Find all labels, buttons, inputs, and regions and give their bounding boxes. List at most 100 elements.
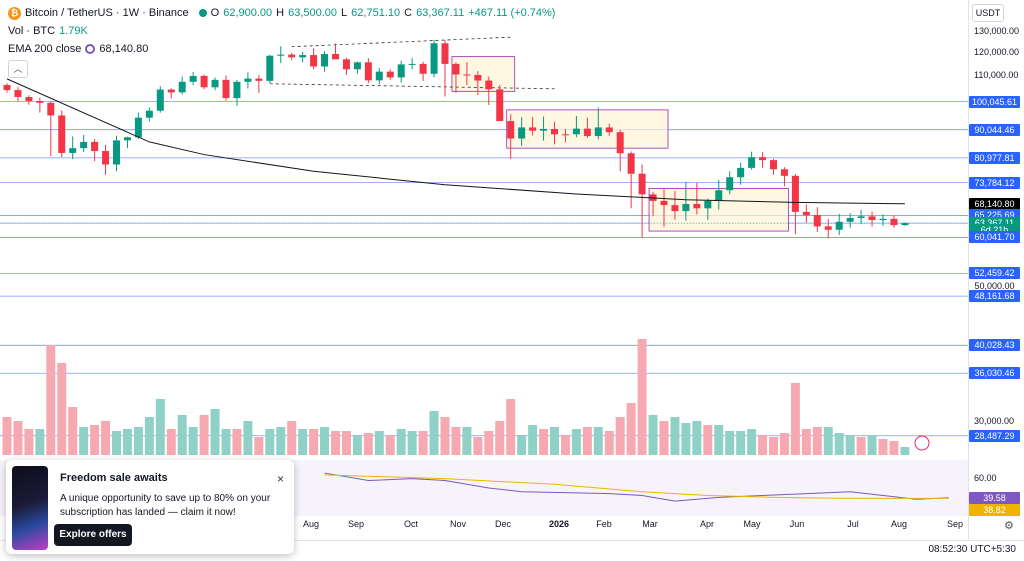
candle-body[interactable] <box>69 148 77 153</box>
candle-body[interactable] <box>178 81 186 93</box>
candle-body[interactable] <box>189 75 197 82</box>
close-icon[interactable]: × <box>276 472 284 486</box>
candle-body[interactable] <box>58 115 66 153</box>
symbol-title[interactable]: Bitcoin / TetherUS · 1W · Binance <box>25 7 189 19</box>
candle-body[interactable] <box>441 43 449 64</box>
zone-rectangle[interactable] <box>451 56 516 92</box>
candle-body[interactable] <box>496 89 504 122</box>
price-level-label[interactable]: 73,784.12 <box>969 176 1020 189</box>
candle-body[interactable] <box>671 205 679 212</box>
candle-body[interactable] <box>770 160 777 170</box>
explore-offers-button[interactable]: Explore offers <box>54 524 132 546</box>
candle-body[interactable] <box>244 78 252 82</box>
candle-body[interactable] <box>266 55 274 81</box>
candle-body[interactable] <box>321 53 329 67</box>
candle-body[interactable] <box>572 128 580 135</box>
candle-body[interactable] <box>726 177 734 191</box>
price-level-label[interactable]: 60,041.70 <box>969 231 1020 244</box>
candle-body[interactable] <box>386 71 394 78</box>
candle-body[interactable] <box>693 203 701 209</box>
candle-body[interactable] <box>507 121 515 139</box>
candle-body[interactable] <box>879 218 887 221</box>
candle-body[interactable] <box>200 75 208 88</box>
collapse-legend-button[interactable]: ︿ <box>8 60 28 78</box>
candle-body[interactable] <box>846 217 854 222</box>
candle-body[interactable] <box>551 128 558 135</box>
candle-body[interactable] <box>627 153 635 174</box>
candle-body[interactable] <box>342 59 350 70</box>
ema-label[interactable]: EMA 200 close <box>8 43 82 55</box>
candle-body[interactable] <box>824 226 832 230</box>
candle-body[interactable] <box>452 63 460 75</box>
candle-body[interactable] <box>134 117 142 138</box>
settings-icon[interactable]: ⚙ <box>1004 520 1014 532</box>
candle-body[interactable] <box>529 127 537 131</box>
candle-body[interactable] <box>123 137 131 141</box>
candle-body[interactable] <box>332 53 339 60</box>
candle-body[interactable] <box>463 74 471 76</box>
candle-body[interactable] <box>737 167 745 178</box>
candle-body[interactable] <box>835 221 843 230</box>
candle-body[interactable] <box>660 200 668 206</box>
candle-body[interactable] <box>638 173 646 195</box>
candle-body[interactable] <box>255 78 263 81</box>
candle-body[interactable] <box>485 80 493 90</box>
candle-body[interactable] <box>791 175 799 212</box>
candle-body[interactable] <box>14 90 22 98</box>
candle-body[interactable] <box>813 215 821 227</box>
candle-body[interactable] <box>682 203 690 212</box>
alert-icon[interactable] <box>914 435 930 451</box>
clock[interactable]: 08:52:30 UTC+5:30 <box>928 544 1016 555</box>
candle-body[interactable] <box>91 141 99 152</box>
candle-body[interactable] <box>901 223 909 226</box>
candle-body[interactable] <box>605 127 613 133</box>
candle-body[interactable] <box>233 81 241 99</box>
candle-body[interactable] <box>113 140 120 165</box>
candle-body[interactable] <box>594 127 602 137</box>
candle-body[interactable] <box>474 74 482 81</box>
price-level-label[interactable]: 100,045.61 <box>969 95 1020 108</box>
candle-body[interactable] <box>277 54 285 56</box>
price-level-label[interactable]: 28,487.29 <box>969 429 1020 442</box>
candle-body[interactable] <box>353 62 361 70</box>
candle-body[interactable] <box>102 151 110 165</box>
price-level-label[interactable]: 52,459.42 <box>969 267 1020 280</box>
candle-body[interactable] <box>857 216 865 218</box>
candle-body[interactable] <box>540 128 548 131</box>
candle-body[interactable] <box>430 43 438 74</box>
candle-body[interactable] <box>167 89 175 93</box>
candle-body[interactable] <box>299 55 307 58</box>
candle-body[interactable] <box>375 71 383 81</box>
candle-body[interactable] <box>715 190 723 201</box>
candle-body[interactable] <box>616 132 624 154</box>
candle-body[interactable] <box>890 218 898 226</box>
candle-body[interactable] <box>364 62 372 81</box>
candle-body[interactable] <box>748 157 756 168</box>
candle-body[interactable] <box>36 100 44 103</box>
candle-body[interactable] <box>868 216 876 221</box>
price-level-label[interactable]: 36,030.46 <box>969 367 1020 380</box>
candle-body[interactable] <box>47 102 55 116</box>
price-level-label[interactable]: 68,140.80 <box>969 197 1020 210</box>
candle-body[interactable] <box>561 134 569 136</box>
candle-body[interactable] <box>518 127 526 139</box>
trend-line[interactable] <box>291 36 511 48</box>
candle-body[interactable] <box>408 63 416 65</box>
candle-body[interactable] <box>288 54 296 58</box>
candle-body[interactable] <box>3 85 11 91</box>
price-chart[interactable] <box>0 0 968 540</box>
candle-body[interactable] <box>145 110 153 118</box>
candle-body[interactable] <box>211 79 219 88</box>
candle-body[interactable] <box>802 211 810 216</box>
candle-body[interactable] <box>704 200 712 209</box>
candle-body[interactable] <box>25 97 33 101</box>
candle-body[interactable] <box>419 63 427 74</box>
candle-body[interactable] <box>80 141 88 149</box>
price-level-label[interactable]: 90,044.46 <box>969 123 1020 136</box>
currency-selector[interactable]: USDT <box>972 4 1004 22</box>
price-level-label[interactable]: 40,028.43 <box>969 339 1020 352</box>
price-level-label[interactable]: 48,161.68 <box>969 290 1020 303</box>
price-level-label[interactable]: 50,000.00 <box>969 280 1020 293</box>
candle-body[interactable] <box>583 128 591 137</box>
candle-body[interactable] <box>310 55 318 67</box>
